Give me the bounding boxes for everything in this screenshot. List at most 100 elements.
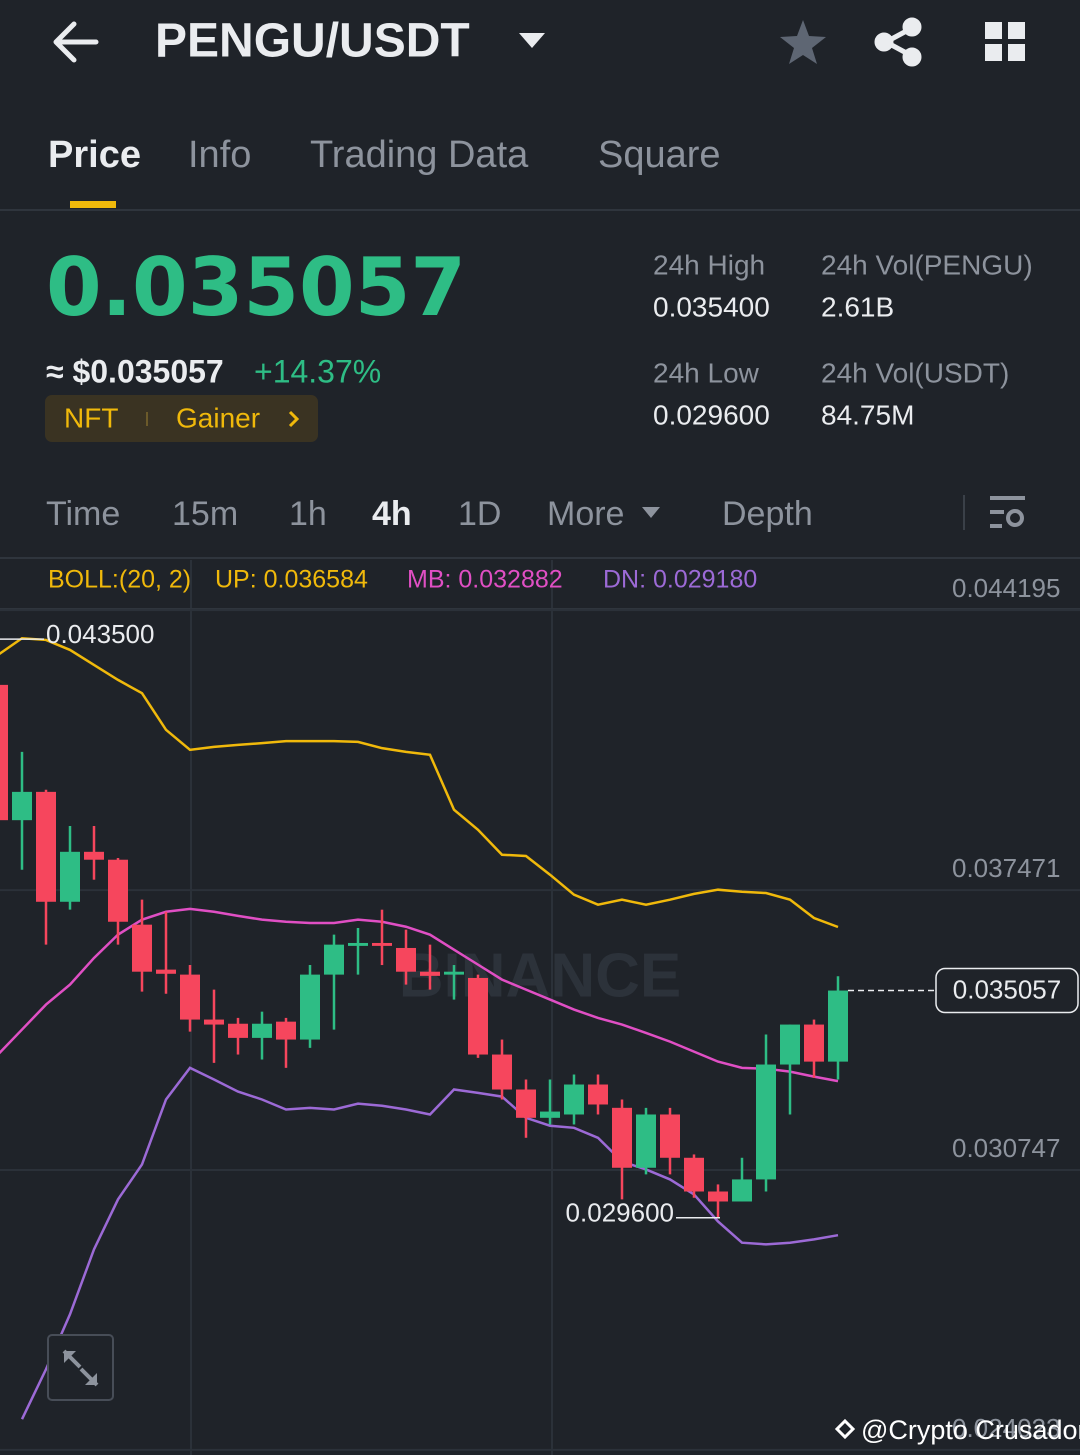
candle-body bbox=[444, 971, 464, 975]
stat-label: 24h Low bbox=[653, 357, 760, 388]
candle-body bbox=[588, 1084, 608, 1105]
expand-icon bbox=[62, 1349, 99, 1387]
y-tick-label: 0.030747 bbox=[952, 1133, 1060, 1163]
candle-body bbox=[492, 1054, 512, 1090]
candle-body bbox=[252, 1023, 272, 1038]
candle-body bbox=[276, 1021, 296, 1040]
chart-settings[interactable] bbox=[990, 496, 1025, 528]
fiat-price: ≈ $0.035057 bbox=[46, 353, 224, 389]
candle-body bbox=[780, 1024, 800, 1065]
legend-entry: UP: 0.036584 bbox=[215, 566, 368, 594]
candle-body bbox=[612, 1107, 632, 1168]
candle-body bbox=[228, 1023, 248, 1038]
last-price: 0.035057 bbox=[46, 241, 466, 334]
watermark: BINANCE bbox=[399, 941, 681, 1010]
candle-body bbox=[636, 1114, 656, 1168]
stat-value: 0.035400 bbox=[653, 291, 770, 322]
candle-body bbox=[60, 851, 80, 902]
tag: Gainer bbox=[176, 402, 260, 433]
credit: @Crypto Crusador bbox=[861, 1415, 1080, 1445]
candle-body bbox=[300, 974, 320, 1040]
candle-body bbox=[84, 851, 104, 860]
tag-background bbox=[45, 395, 318, 442]
interval[interactable]: 15m bbox=[172, 495, 238, 533]
y-tick-label: 0.024023 bbox=[952, 1413, 1060, 1443]
band-line bbox=[20, 1066, 839, 1420]
candle-body bbox=[324, 944, 344, 975]
stat-value: 84.75M bbox=[821, 399, 914, 430]
band-line bbox=[0, 907, 839, 1083]
share-node bbox=[902, 47, 922, 67]
share-button[interactable] bbox=[874, 17, 922, 67]
tab[interactable]: Info bbox=[188, 134, 251, 176]
interval[interactable]: More bbox=[547, 495, 624, 533]
candle-body bbox=[756, 1064, 776, 1180]
candle-body bbox=[684, 1157, 704, 1192]
candle-body bbox=[540, 1111, 560, 1118]
legend-entry: MB: 0.032882 bbox=[407, 566, 563, 594]
price-change: +14.37% bbox=[254, 353, 381, 389]
back-button[interactable] bbox=[53, 21, 99, 63]
pair-dropdown[interactable] bbox=[519, 33, 545, 48]
candle-body bbox=[420, 971, 440, 976]
candle-body bbox=[204, 1019, 224, 1025]
candle-body bbox=[132, 924, 152, 972]
candle-body bbox=[828, 990, 848, 1062]
tag-chevron bbox=[288, 410, 300, 428]
candle-body bbox=[180, 974, 200, 1020]
grid-menu[interactable] bbox=[985, 22, 1025, 61]
more-caret bbox=[642, 507, 660, 518]
tag-chip[interactable]: NFT Gainer bbox=[45, 395, 318, 442]
candle-body bbox=[804, 1024, 824, 1062]
candle-body bbox=[0, 684, 8, 821]
candle-body bbox=[372, 942, 392, 946]
stat-label: 24h Vol(PENGU) bbox=[821, 249, 1033, 280]
candle-body bbox=[660, 1114, 680, 1158]
settings-gear bbox=[1006, 509, 1024, 527]
pair-title[interactable]: PENGU/USDT bbox=[155, 15, 470, 68]
candle-body bbox=[708, 1191, 728, 1202]
back-arrow bbox=[53, 21, 99, 63]
interval[interactable]: Time bbox=[46, 495, 120, 533]
tag: NFT bbox=[64, 402, 118, 433]
legend-entry: DN: 0.029180 bbox=[603, 566, 757, 594]
y-tick-label: 0.037471 bbox=[952, 853, 1060, 883]
grid-cell bbox=[1008, 44, 1025, 61]
max-label: 0.043500 bbox=[46, 619, 154, 649]
tab[interactable]: Price bbox=[48, 134, 141, 176]
tab[interactable]: Trading Data bbox=[310, 134, 529, 176]
candle-body bbox=[156, 969, 176, 974]
candle-body bbox=[732, 1179, 752, 1202]
min-label: 0.029600 bbox=[566, 1198, 674, 1228]
expand-button[interactable] bbox=[47, 1334, 114, 1401]
interval[interactable]: Depth bbox=[722, 495, 813, 533]
grid-cell bbox=[985, 44, 1002, 61]
band-line bbox=[0, 636, 839, 929]
last-price-box bbox=[935, 967, 1079, 1014]
share-node bbox=[874, 32, 894, 52]
favorite-star[interactable] bbox=[780, 20, 826, 64]
chart: BINANCE BOLL:(20, 2) UP: 0.036584 MB: 0.0… bbox=[0, 560, 1080, 1455]
y-tick-label: 0.044195 bbox=[952, 573, 1060, 603]
tab-indicator bbox=[70, 201, 116, 208]
candle-body bbox=[468, 977, 488, 1055]
candle-body bbox=[564, 1084, 584, 1115]
candle-body bbox=[348, 942, 368, 946]
indicator-label: BOLL:(20, 2) bbox=[48, 566, 191, 594]
stat-label: 24h High bbox=[653, 249, 765, 280]
interval[interactable]: 4h bbox=[372, 495, 412, 533]
interval[interactable]: 1D bbox=[458, 495, 501, 533]
candle-body bbox=[516, 1089, 536, 1118]
tab[interactable]: Square bbox=[598, 134, 721, 176]
interval[interactable]: 1h bbox=[289, 495, 327, 533]
candle-body bbox=[396, 947, 416, 972]
stat-label: 24h Vol(USDT) bbox=[821, 357, 1009, 388]
grid-cell bbox=[1008, 22, 1025, 39]
stat-value: 2.61B bbox=[821, 291, 894, 322]
grid-cell bbox=[985, 22, 1002, 39]
last-price-tag: 0.035057 bbox=[953, 974, 1061, 1004]
expand-box bbox=[47, 1334, 114, 1401]
